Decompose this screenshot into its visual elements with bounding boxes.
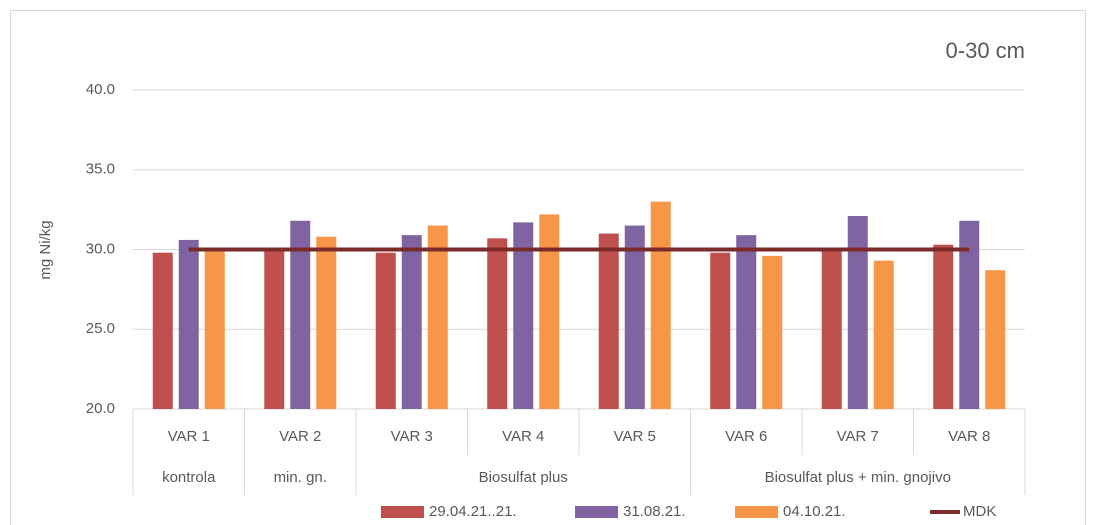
legend-swatch xyxy=(735,506,778,518)
y-tick-label: 30.0 xyxy=(86,240,115,257)
bar xyxy=(152,252,173,409)
y-tick-label: 40.0 xyxy=(86,81,115,98)
legend-label: 29.04.21..21. xyxy=(429,503,517,520)
bar xyxy=(487,238,508,409)
bar xyxy=(204,249,225,409)
bar xyxy=(598,233,619,409)
bar xyxy=(710,252,731,409)
bar xyxy=(933,244,954,409)
bar xyxy=(375,252,396,409)
x-tick-label: VAR 7 xyxy=(837,428,879,445)
x-tick-label: VAR 6 xyxy=(725,428,767,445)
y-tick-label: 20.0 xyxy=(86,400,115,417)
bar xyxy=(985,270,1006,409)
bar xyxy=(624,225,645,409)
x-tick-label: VAR 5 xyxy=(614,428,656,445)
x-tick-label: VAR 3 xyxy=(391,428,433,445)
group-label: min. gn. xyxy=(274,469,327,486)
bar xyxy=(821,249,842,409)
bar xyxy=(650,201,671,409)
bar xyxy=(264,249,285,409)
legend-label: 04.10.21. xyxy=(783,503,846,520)
bar xyxy=(513,222,534,409)
bar xyxy=(316,236,337,409)
bar xyxy=(539,214,560,409)
y-axis-label: mg Ni/kg xyxy=(37,220,54,279)
y-tick-label: 35.0 xyxy=(86,161,115,178)
bar xyxy=(290,220,311,409)
bar xyxy=(736,235,757,409)
y-tick-label: 25.0 xyxy=(86,320,115,337)
bar xyxy=(427,225,448,409)
chart-title: 0-30 cm xyxy=(946,38,1025,63)
x-tick-label: VAR 1 xyxy=(168,428,210,445)
x-tick-label: VAR 4 xyxy=(502,428,544,445)
legend-swatch xyxy=(381,506,424,518)
bar xyxy=(762,255,783,409)
legend-label: 31.08.21. xyxy=(623,503,686,520)
bar xyxy=(847,216,868,409)
legend-swatch xyxy=(575,506,618,518)
group-label: Biosulfat plus xyxy=(479,469,568,486)
bar xyxy=(959,220,980,409)
bar xyxy=(401,235,422,409)
x-tick-label: VAR 2 xyxy=(279,428,321,445)
legend-label: MDK xyxy=(963,503,996,520)
group-label: kontrola xyxy=(162,469,216,486)
x-tick-label: VAR 8 xyxy=(948,428,990,445)
group-label: Biosulfat plus + min. gnojivo xyxy=(765,469,951,486)
bar xyxy=(873,260,894,409)
bar xyxy=(178,239,199,409)
